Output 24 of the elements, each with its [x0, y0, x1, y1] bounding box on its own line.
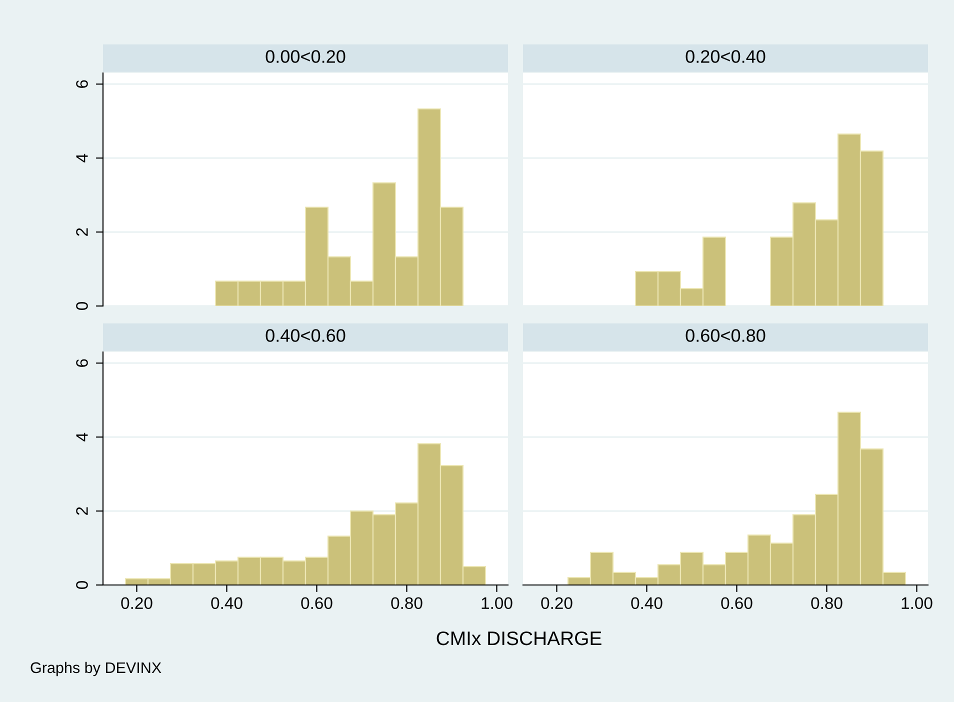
x-tick-label: 0.20 [541, 597, 572, 610]
chart-title: 0.60<0.80 [686, 329, 766, 342]
x-tick-label: 1.00 [482, 597, 512, 610]
x-tick-label: 0.20 [121, 597, 152, 610]
x-tick-label: 0.40 [211, 597, 242, 610]
chart-title: 0.40<0.60 [266, 329, 346, 342]
x-tick-label: 0.60 [721, 597, 752, 610]
y-tick-label: 2 [76, 228, 88, 236]
y-tick-label: 4 [76, 432, 88, 442]
chart-title: 0.20<0.40 [686, 50, 766, 63]
x-tick-label: 1.00 [902, 597, 932, 610]
x-tick-label: 0.80 [391, 597, 422, 610]
y-tick-label: 4 [76, 154, 88, 162]
y-tick-label: 0 [76, 302, 88, 310]
chart-title: 0.00<0.20 [266, 50, 346, 63]
x-axis-title: CMIx DISCHARGE [436, 631, 602, 646]
y-tick-label: 6 [76, 80, 88, 88]
y-tick-label: 0 [76, 581, 88, 589]
x-tick-label: 0.60 [301, 597, 332, 610]
x-tick-label: 0.80 [811, 597, 842, 610]
x-tick-label: 0.40 [631, 597, 662, 610]
y-tick-label: 6 [76, 359, 88, 367]
y-tick-label: 2 [76, 507, 88, 515]
text: Graphs by DEVINX [30, 662, 162, 676]
